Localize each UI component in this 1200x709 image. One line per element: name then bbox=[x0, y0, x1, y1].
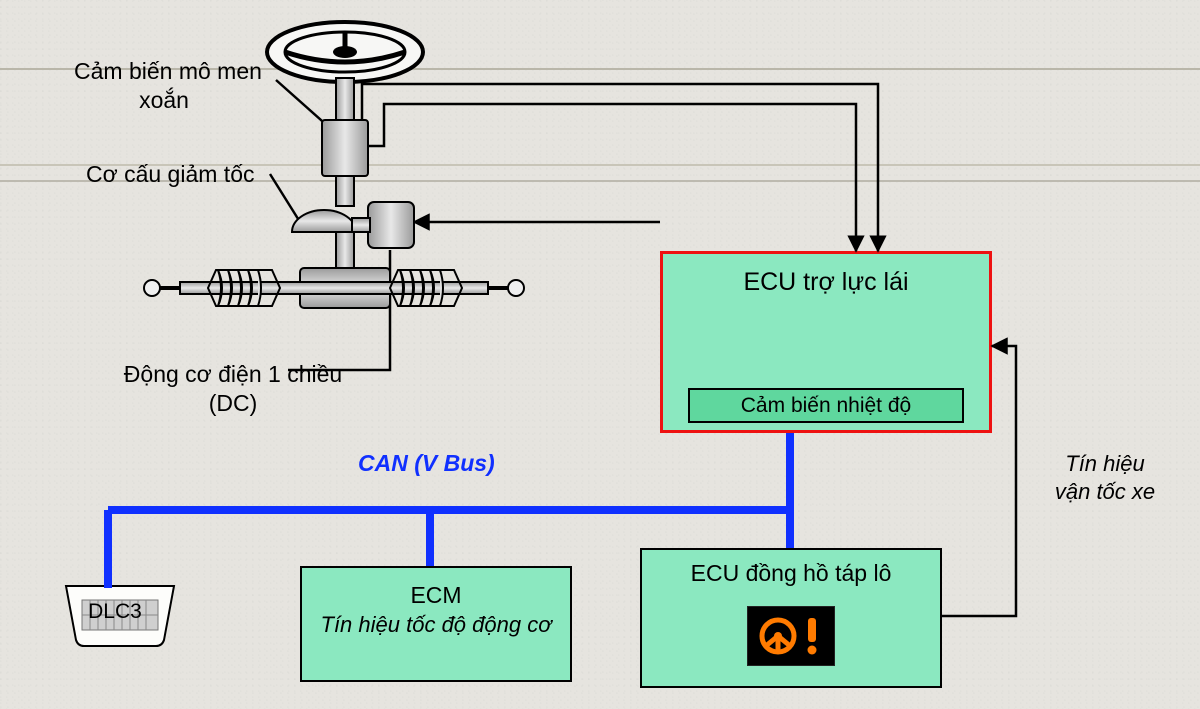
dlc3-label: DLC3 bbox=[88, 600, 142, 623]
dlc3-connector: DLC3 bbox=[60, 580, 170, 676]
ecu-power-steering-title: ECU trợ lực lái bbox=[663, 268, 989, 297]
ecm-title: ECM bbox=[302, 582, 570, 609]
can-bus-label: CAN (V Bus) bbox=[358, 450, 495, 477]
ecm-subtitle: Tín hiệu tốc độ động cơ bbox=[312, 612, 560, 638]
temperature-sensor-label: Cảm biến nhiệt độ bbox=[741, 394, 911, 417]
temperature-sensor-box: Cảm biến nhiệt độ bbox=[688, 388, 964, 423]
eps-warning-lamp-icon bbox=[747, 606, 835, 666]
steering-wheel-icon bbox=[267, 22, 423, 82]
torque-sensor-label: Cảm biến mô men xoắn bbox=[74, 57, 284, 115]
dash-ecu-box: ECU đồng hồ táp lô bbox=[640, 548, 942, 688]
dash-ecu-title: ECU đồng hồ táp lô bbox=[642, 560, 940, 587]
ecm-box: ECM Tín hiệu tốc độ động cơ bbox=[300, 566, 572, 682]
vehicle-speed-signal-label: Tín hiệu vận tốc xe bbox=[1030, 450, 1180, 505]
reducer-label: Cơ cấu giảm tốc bbox=[86, 160, 254, 189]
dc-motor-label: Động cơ điện 1 chiều (DC) bbox=[108, 360, 358, 418]
